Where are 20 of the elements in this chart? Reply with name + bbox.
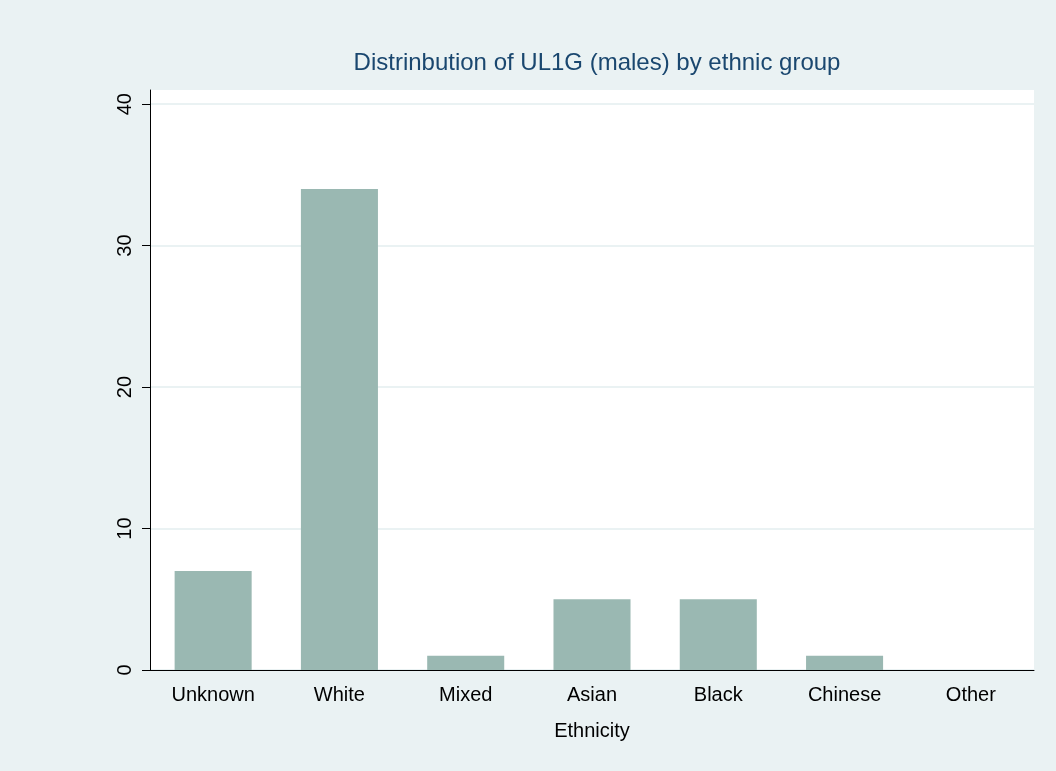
bar [553,599,631,670]
x-tick-label: Black [693,683,744,705]
chart-title: Distrinbution of UL1G (males) by ethnic group [353,47,841,75]
x-tick-label: Chinese [807,683,882,705]
y-tick-label: 0 [113,664,135,676]
y-tick-label: 20 [113,375,135,399]
x-tick-label: Unknown [171,683,255,705]
bar [300,189,378,670]
y-tick-label: 10 [113,517,135,540]
x-axis-title: Ethnicity [554,719,630,741]
bar [679,599,757,670]
y-tick-label: 40 [113,93,135,116]
x-tick-label: White [313,683,365,705]
x-tick-label: Other [945,683,997,705]
x-tick-label: Asian [566,683,618,705]
bar [174,570,252,670]
y-tick-label: 30 [113,234,135,257]
x-tick-label: Mixed [439,683,493,705]
bar [806,655,884,670]
bar [427,655,505,670]
